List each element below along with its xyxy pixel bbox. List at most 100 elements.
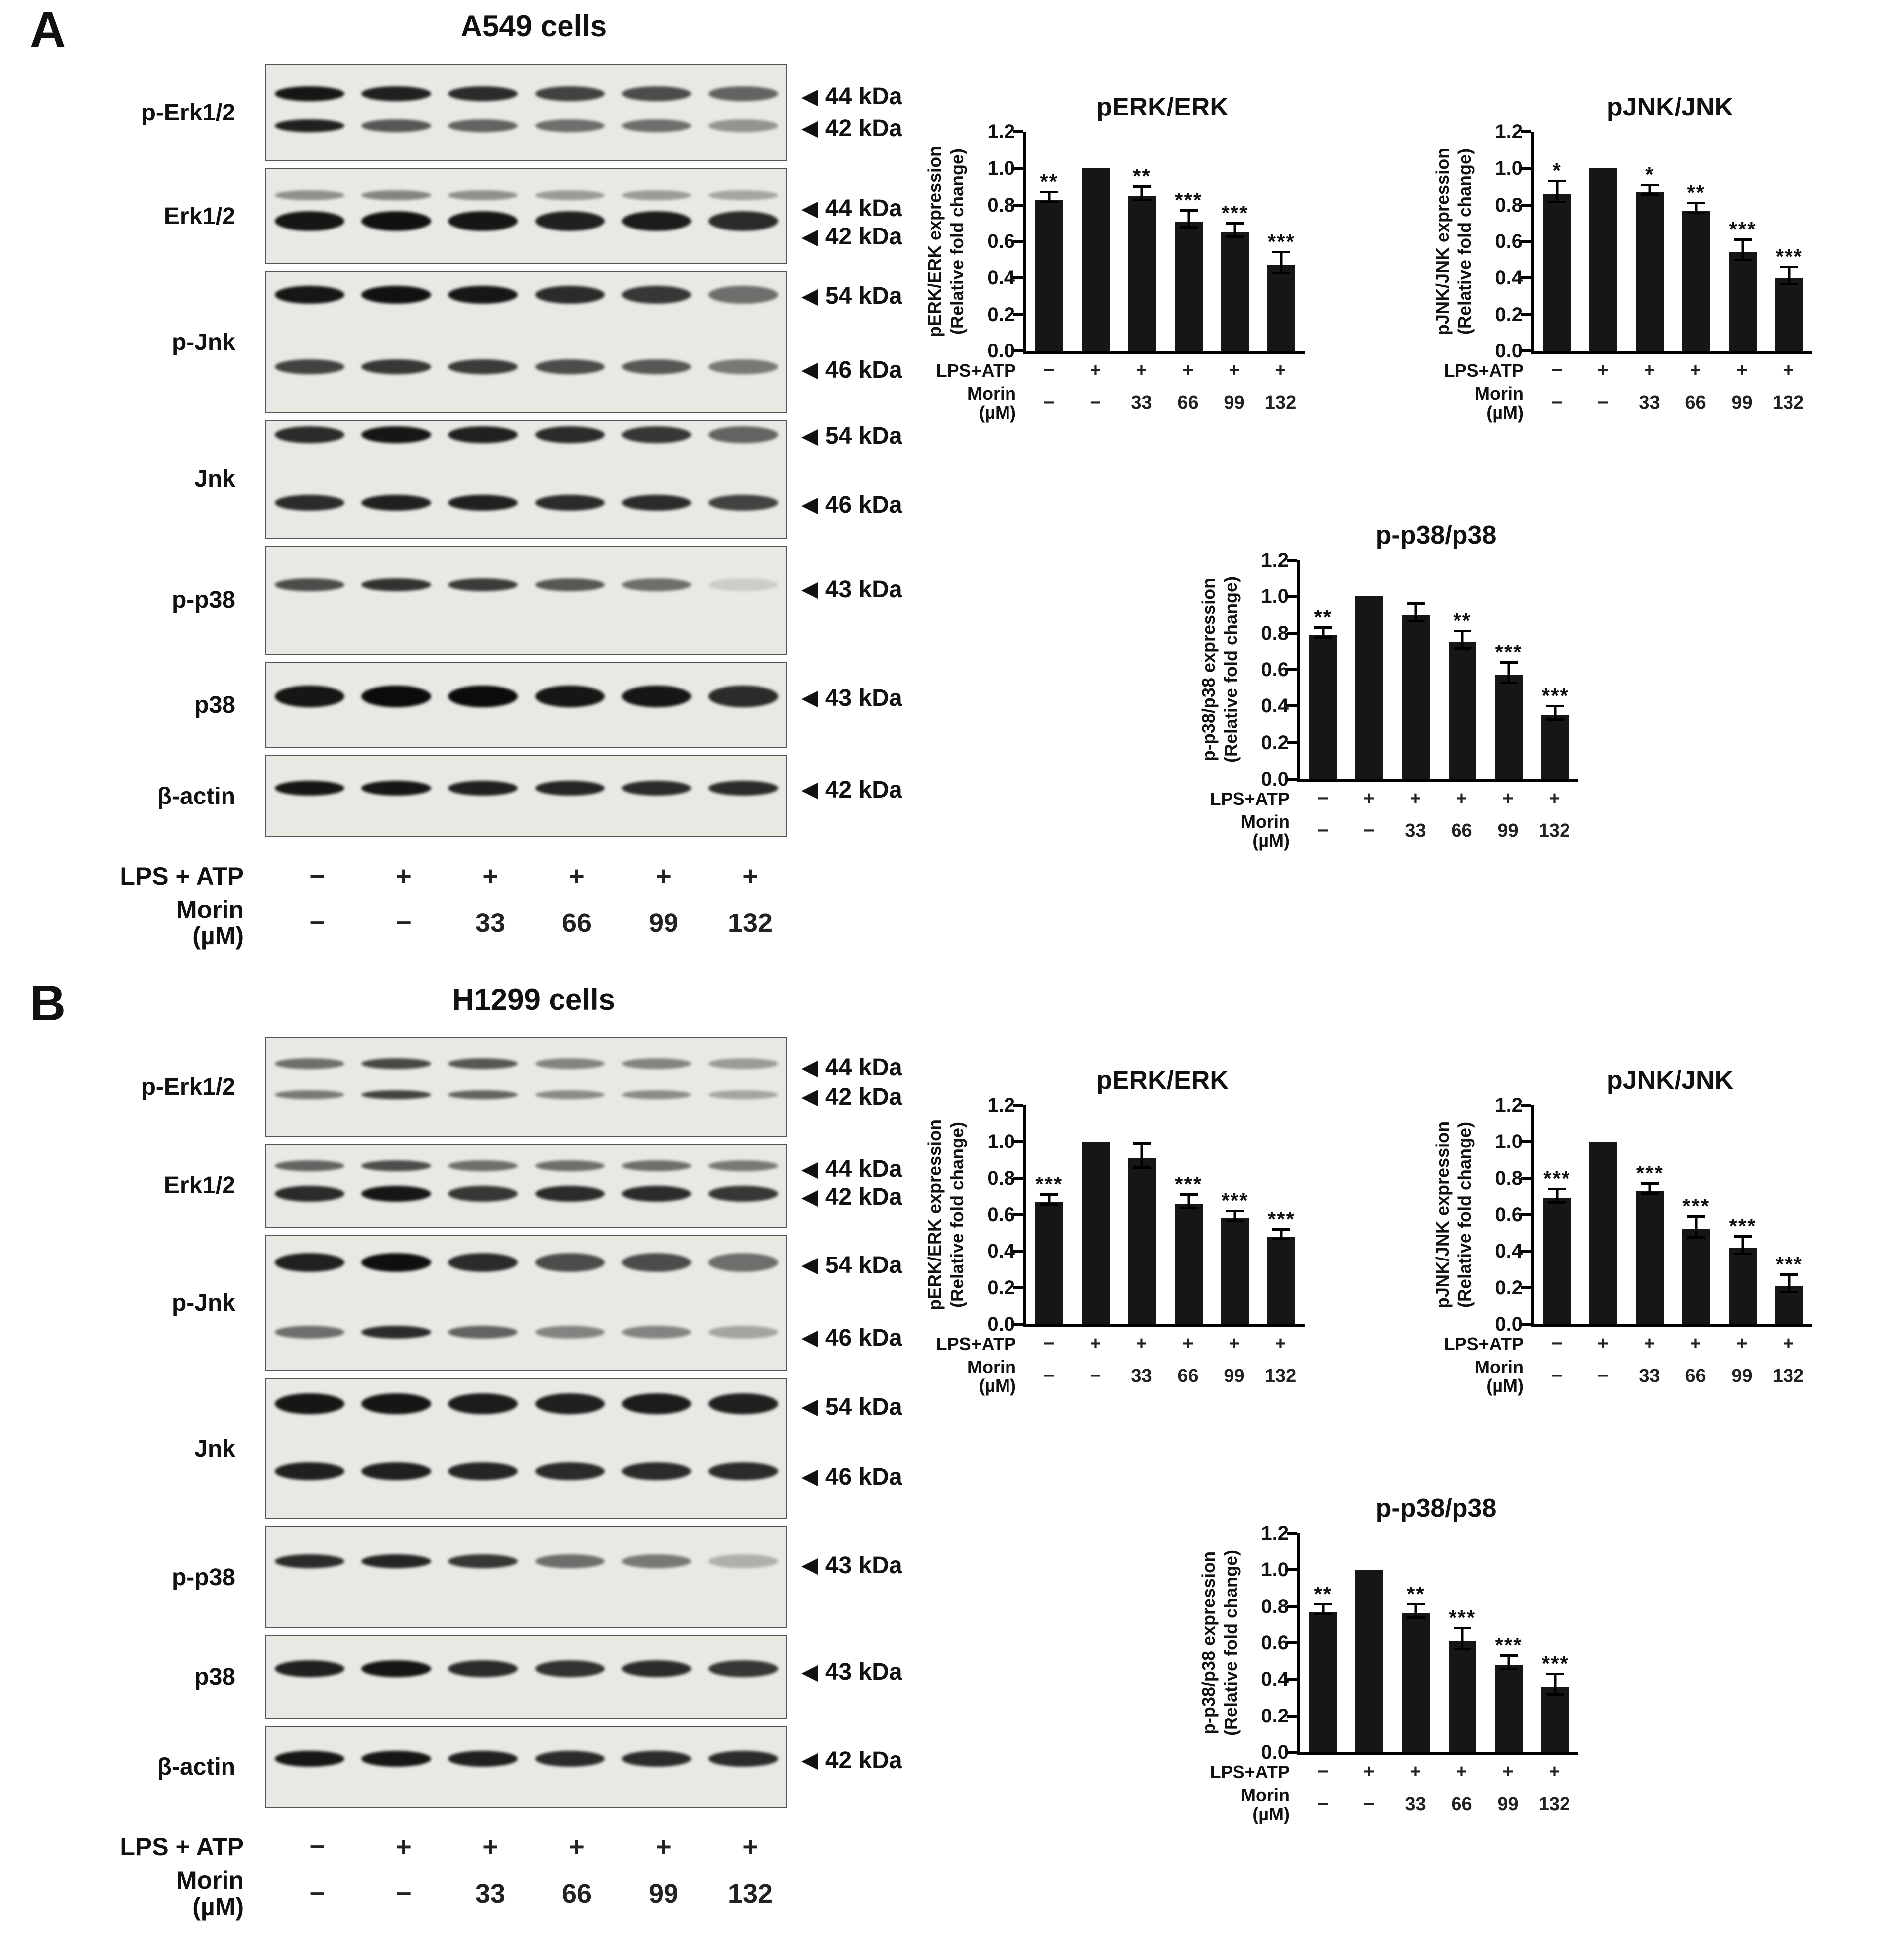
bar: [1541, 1687, 1569, 1752]
bar: [1402, 1613, 1430, 1752]
y-axis-label: pERK/ERK expression (Relative fold change…: [916, 1105, 976, 1324]
chart-cond-value: −: [1597, 392, 1609, 414]
panel-a-label: A: [30, 2, 66, 58]
error-bar: [1548, 180, 1566, 203]
chart-cond-value: 132: [1538, 820, 1570, 842]
kda-marker: ◀ 44 kDa: [801, 1053, 902, 1083]
blot-image: [265, 662, 787, 748]
kda-marker-column: ◀ 42 kDa: [801, 1727, 966, 1807]
chart-cond-value: +: [1182, 360, 1194, 381]
kda-marker: ◀ 43 kDa: [801, 1657, 902, 1687]
y-tick-mark: [1013, 1323, 1023, 1326]
protein-band: [708, 426, 778, 444]
y-tick-label: 1.0: [1495, 1131, 1523, 1153]
chart-cond-value: +: [1363, 788, 1375, 809]
protein-band: [621, 494, 691, 511]
morin-value: 33: [475, 1878, 506, 1909]
error-bar: [1734, 1235, 1752, 1255]
protein-band: [448, 426, 518, 444]
panel-b-blot-area: H1299 cells p-Erk1/2 ◀ 44 kDa ◀ 42 kDa Erk1/2…: [45, 982, 966, 1925]
kda-marker-column: ◀ 54 kDa ◀ 46 kDa: [801, 1379, 966, 1518]
chart-cond-value: 99: [1224, 1366, 1245, 1387]
chart-cond-value: −: [1043, 392, 1055, 414]
y-tick-label: 0.4: [1261, 1668, 1289, 1691]
chart-cond-value: +: [1182, 1333, 1194, 1354]
chart-cond-row: LPS+ATP − + + + + +: [1190, 788, 1583, 809]
y-tick-mark: [1521, 1286, 1531, 1289]
morin-value: 132: [727, 1878, 773, 1909]
chart-cond-value: +: [1597, 1333, 1609, 1354]
protein-band: [535, 1554, 605, 1568]
kda-marker: ◀ 42 kDa: [801, 1182, 902, 1212]
y-tick-mark: [1013, 1286, 1023, 1289]
bar: [1543, 1198, 1571, 1324]
significance-label: *: [1552, 159, 1562, 183]
protein-band: [621, 1751, 691, 1767]
chart-b-perk-erk: pERK/ERK pERK/ERK expression (Relative fol…: [916, 1065, 1309, 1398]
protein-band: [621, 359, 691, 375]
significance-label: ***: [1775, 244, 1803, 268]
protein-band: [621, 1462, 691, 1480]
error-bar: [1453, 630, 1471, 650]
y-tick-label: 0.2: [1261, 1705, 1289, 1727]
kda-label: 44 kDa: [825, 1054, 902, 1081]
protein-band: [535, 494, 605, 511]
protein-band: [708, 1058, 778, 1069]
left-arrow-icon: ◀: [801, 1394, 818, 1419]
protein-band: [275, 1326, 345, 1339]
y-tick-label: 1.2: [1495, 121, 1523, 143]
y-axis-tick-labels: 0.0 0.2 0.4 0.6 0.8 1.0 1.2: [976, 121, 1023, 362]
y-tick-label: 0.8: [1495, 1167, 1523, 1189]
kda-marker: ◀ 42 kDa: [801, 114, 902, 143]
lps-atp-value: −: [309, 1832, 325, 1862]
chart-title: pJNK/JNK: [1606, 1066, 1734, 1095]
y-tick-mark: [1287, 778, 1297, 781]
significance-label: ***: [1267, 230, 1295, 254]
kda-label: 43 kDa: [825, 576, 902, 603]
panel-b-blot-title: H1299 cells: [452, 983, 615, 1016]
protein-band: [535, 1160, 605, 1171]
morin-value: 33: [475, 908, 506, 938]
chart-cond-value: 33: [1131, 392, 1152, 414]
chart-cond-value: +: [1229, 1333, 1240, 1354]
blot-image: [265, 1235, 787, 1371]
y-tick-mark: [1013, 167, 1023, 170]
chart-title: pERK/ERK: [1096, 1066, 1229, 1095]
protein-band: [708, 190, 778, 201]
blot-row: p-Jnk ◀ 54 kDa ◀ 46 kDa: [45, 271, 966, 413]
y-tick-mark: [1521, 1323, 1531, 1326]
chart-cond-value: +: [1136, 360, 1147, 381]
significance-label: **: [1314, 1582, 1333, 1606]
y-axis-label-line: pERK/ERK expression: [924, 1119, 945, 1311]
kda-label: 43 kDa: [825, 1659, 902, 1686]
chart-a-pp38-p38: p-p38/p38 p-p38/p38 expression (Relative f…: [1190, 520, 1583, 853]
kda-marker: ◀ 46 kDa: [801, 490, 902, 520]
protein-band: [361, 1462, 432, 1480]
error-bar: [1780, 265, 1798, 285]
lps-atp-value: +: [396, 861, 412, 891]
y-axis-label-line: (Relative fold change): [947, 1121, 967, 1308]
plot-area: *** *** *** *** ***: [1521, 1104, 1812, 1327]
y-tick-label: 0.6: [987, 230, 1015, 252]
chart-cond-label-line: Morin: [967, 383, 1016, 404]
y-axis-tick-labels: 0.0 0.2 0.4 0.6 0.8 1.0 1.2: [1483, 1094, 1531, 1335]
protein-band: [275, 1058, 345, 1069]
chart-cond-value: 132: [1264, 1366, 1297, 1387]
chart-cond-row: LPS+ATP − + + + + +: [1190, 1761, 1583, 1783]
chart-cond-row: Morin (µM) − −33 66 99 132: [1190, 812, 1583, 850]
y-axis-tick-labels: 0.0 0.2 0.4 0.6 0.8 1.0 1.2: [1249, 549, 1297, 790]
bar: [1267, 1237, 1296, 1324]
lps-atp-value: +: [569, 1832, 585, 1862]
kda-label: 54 kDa: [825, 1252, 902, 1278]
y-tick-label: 0.4: [1495, 1240, 1523, 1262]
protein-band: [448, 781, 518, 796]
y-tick-label: 1.2: [987, 1094, 1015, 1116]
bar: [1541, 715, 1569, 779]
protein-band: [275, 285, 345, 304]
y-tick-label: 1.0: [1261, 1559, 1289, 1581]
morin-unit: (µM): [192, 1892, 244, 1921]
protein-band: [448, 1186, 518, 1202]
kda-marker: ◀ 42 kDa: [801, 775, 902, 804]
chart-cond-values: − − 33 66 99 132: [1026, 392, 1305, 414]
y-tick-mark: [1287, 668, 1297, 671]
